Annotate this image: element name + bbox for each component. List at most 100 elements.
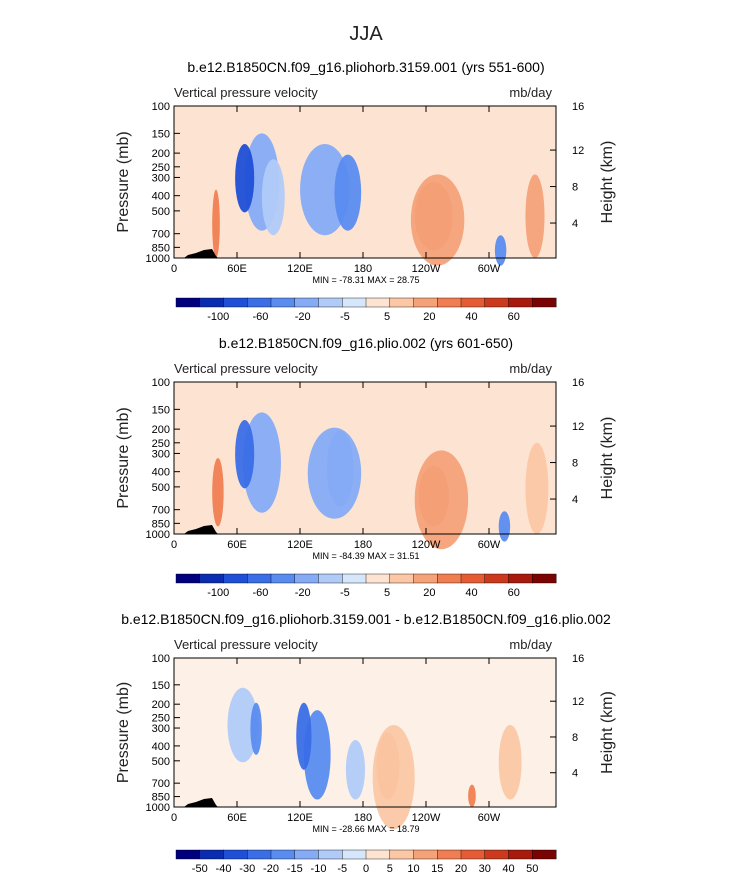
ytick-right-label: 4	[572, 768, 578, 780]
colorbar-swatch	[365, 849, 391, 860]
ytick-label: 500	[152, 206, 170, 218]
colorbar-label: 20	[423, 587, 435, 599]
colorbar-label: -5	[340, 311, 350, 323]
ytick-label: 400	[152, 741, 170, 753]
colorbar-swatch	[437, 849, 462, 860]
plot-background	[174, 106, 556, 258]
colorbar-swatch	[532, 573, 557, 584]
ytick-label: 400	[152, 467, 170, 479]
colorbar-label: -100	[207, 311, 229, 323]
colorbar-label: -10	[311, 863, 327, 875]
ytick-label: 150	[152, 128, 170, 140]
contour-region-9	[212, 458, 224, 527]
colorbar-label: -50	[192, 863, 208, 875]
xtick-label: 0	[171, 263, 177, 275]
contour-region-4	[334, 154, 362, 231]
units-label: mb/day	[509, 85, 552, 100]
colorbar-label: -20	[295, 587, 311, 599]
ytick-label: 500	[152, 482, 170, 494]
colorbar-label: -60	[252, 587, 268, 599]
contour-region-6	[414, 450, 469, 550]
contour-region-4	[326, 430, 354, 507]
xtick-label: 60E	[227, 263, 247, 275]
colorbar-swatch	[223, 849, 248, 860]
colorbar-swatch	[247, 849, 272, 860]
colorbar-label: 40	[502, 863, 514, 875]
contour-region-4	[250, 702, 262, 755]
xtick-label: 120E	[287, 263, 313, 275]
colorbar-swatch	[294, 849, 319, 860]
ytick-right-label: 16	[572, 653, 584, 665]
figure-title: JJA	[349, 23, 383, 45]
ytick-label: 150	[152, 404, 170, 416]
xtick-label: 60E	[227, 812, 247, 824]
colorbar-swatch	[247, 573, 272, 584]
plot-frame	[173, 657, 557, 808]
xtick-label: 120E	[287, 539, 313, 551]
variable-label: Vertical pressure velocity	[174, 637, 318, 652]
colorbar-swatch	[389, 297, 414, 308]
colorbar-swatch	[223, 297, 248, 308]
variable-label: Vertical pressure velocity	[174, 85, 318, 100]
colorbar-label: 10	[407, 863, 419, 875]
colorbar-label: -20	[263, 863, 279, 875]
colorbar-label: -20	[295, 311, 311, 323]
colorbar-label: 20	[455, 863, 467, 875]
ytick-right-label: 12	[572, 421, 584, 433]
colorbar-label: -100	[207, 587, 229, 599]
plot-frame	[173, 105, 557, 259]
colorbar-swatch	[175, 849, 201, 860]
xtick-label: 0	[171, 539, 177, 551]
ytick-label: 300	[152, 723, 170, 735]
colorbar-label: -5	[337, 863, 347, 875]
contour-region-7	[498, 511, 511, 542]
contour-region-8	[494, 235, 507, 266]
colorbar-label: 50	[526, 863, 538, 875]
colorbar-label: -5	[340, 587, 350, 599]
colorbar-swatch	[175, 573, 201, 584]
ytick-label: 250	[152, 438, 170, 450]
colorbar-swatch	[508, 297, 533, 308]
colorbar-swatch	[508, 849, 533, 860]
min-max-stats: MIN = -78.31 MAX = 28.75	[312, 275, 419, 285]
colorbar-swatch	[508, 573, 533, 584]
chart-panel-3: b.e12.B1850CN.f09_g16.pliohorb.3159.001 …	[115, 611, 616, 875]
colorbar-label: 5	[387, 863, 393, 875]
panel-title: b.e12.B1850CN.f09_g16.plio.002 (yrs 601-…	[219, 335, 513, 351]
colorbar-swatch	[532, 297, 557, 308]
colorbar-label: 15	[431, 863, 443, 875]
xtick-label: 120W	[412, 263, 441, 275]
ytick-label: 700	[152, 505, 170, 517]
colorbar-swatch	[247, 297, 272, 308]
colorbar-label: 60	[508, 311, 520, 323]
ytick-label: 250	[152, 162, 170, 174]
colorbar-swatch	[175, 297, 201, 308]
colorbar-swatch	[223, 573, 248, 584]
xtick-label: 120E	[287, 812, 313, 824]
plot-background	[174, 382, 556, 534]
ytick-label: 1000	[146, 529, 170, 541]
ytick-label: 200	[152, 148, 170, 160]
colorbar-swatch	[294, 573, 319, 584]
colorbar-swatch	[342, 573, 367, 584]
terrain-mask	[184, 798, 218, 807]
colorbar-label: 0	[363, 863, 369, 875]
contour-region-8	[525, 442, 549, 534]
colorbar-label: 20	[423, 311, 435, 323]
contour-region-10	[212, 189, 220, 258]
panel-title: b.e12.B1850CN.f09_g16.pliohorb.3159.001 …	[187, 59, 544, 75]
terrain-mask	[184, 525, 218, 534]
colorbar-swatch	[389, 849, 414, 860]
ytick-label: 700	[152, 778, 170, 790]
xtick-label: 60E	[227, 539, 247, 551]
colorbar-swatch	[342, 849, 367, 860]
ytick-label: 200	[152, 699, 170, 711]
ytick-label: 150	[152, 680, 170, 692]
contour-region-2	[235, 144, 255, 213]
contour-region-7	[410, 174, 465, 266]
xtick-label: 60W	[478, 263, 501, 275]
colorbar-swatch	[389, 573, 414, 584]
ytick-label: 100	[152, 101, 170, 113]
colorbar-swatch	[460, 297, 486, 308]
contour-region-9	[525, 174, 545, 258]
